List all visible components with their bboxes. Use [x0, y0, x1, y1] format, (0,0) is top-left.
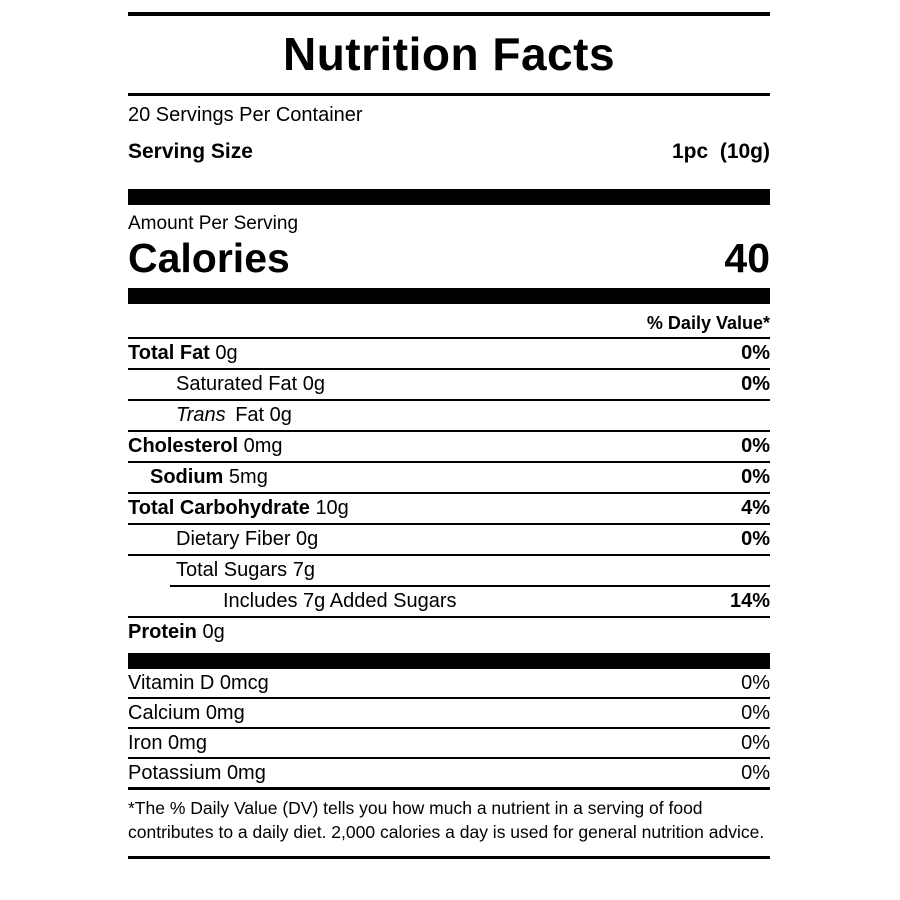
section-bar	[128, 189, 770, 205]
nutrient-amount: 0g	[215, 342, 238, 364]
nutrient-name: Iron	[128, 732, 163, 754]
divider	[128, 93, 770, 96]
nutrient-name-and-amount: Saturated Fat 0g	[128, 373, 325, 396]
nutrient-amount: 0g	[202, 621, 225, 643]
divider	[128, 461, 770, 463]
nutrient-row-added-sugars: Includes 7g Added Sugars 14%	[128, 587, 770, 616]
nutrient-name-and-amount: Sodium 5mg	[128, 466, 268, 489]
nutrient-name: Saturated Fat	[176, 373, 298, 395]
nutrient-name: Total Carbohydrate	[128, 497, 310, 519]
divider	[128, 787, 770, 790]
nutrient-amount: 5mg	[228, 466, 268, 488]
daily-value-footnote: *The % Daily Value (DV) tells you how mu…	[128, 798, 765, 842]
nutrient-name-and-amount: Dietary Fiber 0g	[128, 528, 318, 551]
nutrition-facts-label: Nutrition Facts 20 Servings Per Containe…	[128, 12, 770, 859]
nutrient-name-and-amount: Includes 7g Added Sugars	[128, 590, 457, 613]
nutrient-daily-value: 0%	[741, 342, 770, 364]
nutrient-daily-value: 0%	[741, 762, 770, 784]
nutrient-row-trans-fat: Trans Fat 0g	[128, 401, 770, 430]
nutrient-name-and-amount: Calcium 0mg	[128, 702, 245, 724]
nutrient-row-cholesterol: Cholesterol 0mg 0%	[128, 432, 770, 461]
nutrient-amount: 0mcg	[219, 672, 269, 694]
divider	[128, 727, 770, 729]
nutrient-amount: 0g	[296, 528, 319, 550]
nutrient-daily-value: 0%	[741, 466, 770, 488]
nutrient-name: Total Sugars	[176, 559, 288, 581]
nutrient-name-and-amount: Iron 0mg	[128, 732, 207, 754]
divider	[128, 399, 770, 401]
micronutrient-row-calcium: Calcium 0mg 0%	[128, 699, 770, 727]
nutrient-name-and-amount: Potassium 0mg	[128, 762, 266, 784]
calories-value: 40	[724, 235, 770, 281]
nutrient-name: Cholesterol	[128, 435, 239, 457]
nutrient-daily-value: 0%	[741, 672, 770, 694]
divider	[128, 523, 770, 525]
micronutrient-row-vitamin-d: Vitamin D 0mcg 0%	[128, 669, 770, 697]
nutrient-row-total-sugars: Total Sugars 7g	[128, 556, 770, 585]
daily-value-header: % Daily Value*	[646, 313, 770, 333]
nutrient-name-and-amount: Vitamin D 0mcg	[128, 672, 269, 694]
divider	[128, 554, 770, 556]
nutrient-daily-value: 0%	[741, 373, 770, 395]
nutrient-row-saturated-fat: Saturated Fat 0g 0%	[128, 370, 770, 399]
divider	[128, 368, 770, 370]
nutrient-daily-value: 0%	[741, 528, 770, 550]
nutrient-name: Dietary Fiber	[176, 528, 291, 550]
nutrient-amount: 10g	[315, 497, 349, 519]
nutrient-name: Total Fat	[128, 342, 210, 364]
servings-per-container: 20 Servings Per Container	[128, 104, 363, 126]
nutrient-amount: 0g	[302, 373, 325, 395]
nutrient-name: Sodium	[150, 466, 224, 488]
divider	[128, 492, 770, 494]
nutrient-name-and-amount: Total Carbohydrate 10g	[128, 497, 349, 520]
nutrient-row-dietary-fiber: Dietary Fiber 0g 0%	[128, 525, 770, 554]
nutrient-name: Fat	[235, 404, 265, 426]
divider	[128, 616, 770, 618]
nutrient-name: Vitamin D	[128, 672, 215, 694]
nutrient-daily-value: 0%	[741, 435, 770, 457]
divider	[170, 585, 770, 587]
nutrient-amount: 0mg	[226, 762, 266, 784]
nutrient-row-protein: Protein 0g	[128, 618, 770, 653]
nutrient-row-total-fat: Total Fat 0g 0%	[128, 339, 770, 368]
section-bar	[128, 288, 770, 304]
nutrient-daily-value: 4%	[741, 497, 770, 519]
nutrient-amount: 7g	[292, 559, 315, 581]
nutrient-daily-value: 0%	[741, 732, 770, 754]
bottom-rule	[128, 856, 770, 859]
calories-label: Calories	[128, 235, 290, 281]
serving-size-label: Serving Size	[128, 140, 253, 163]
nutrient-amount: 0mg	[168, 732, 207, 754]
divider	[128, 757, 770, 759]
divider	[128, 430, 770, 432]
nutrient-name-italic: Trans	[176, 404, 226, 426]
calories-row: Calories 40	[128, 235, 770, 288]
nutrient-name-and-amount: Total Sugars 7g	[128, 559, 315, 582]
micronutrient-row-iron: Iron 0mg 0%	[128, 729, 770, 757]
nutrient-daily-value: 0%	[741, 702, 770, 724]
serving-size-value: 1pc (10g)	[671, 140, 770, 163]
nutrient-amount: 0mg	[205, 702, 245, 724]
nutrient-name-and-amount: Cholesterol 0mg	[128, 435, 283, 458]
divider	[128, 697, 770, 699]
divider	[128, 337, 770, 339]
micronutrient-row-potassium: Potassium 0mg 0%	[128, 759, 770, 787]
nutrient-row-sodium: Sodium 5mg 0%	[128, 463, 770, 492]
nutrient-daily-value: 14%	[729, 590, 770, 612]
nutrient-name: Potassium	[128, 762, 222, 784]
amount-per-serving: Amount Per Serving	[128, 213, 299, 234]
nutrient-name: Includes 7g Added Sugars	[223, 590, 457, 612]
nutrient-name-and-amount: Total Fat 0g	[128, 342, 238, 365]
top-rule	[128, 12, 770, 16]
nutrient-name: Protein	[128, 621, 197, 643]
section-bar	[128, 653, 770, 669]
nutrient-amount: 0g	[269, 404, 292, 426]
label-title: Nutrition Facts	[282, 28, 616, 80]
nutrient-name: Calcium	[128, 702, 201, 724]
nutrient-name-and-amount: Trans Fat 0g	[128, 404, 292, 427]
nutrient-amount: 0mg	[243, 435, 283, 457]
nutrient-name-and-amount: Protein 0g	[128, 621, 225, 644]
serving-size-row: Serving Size 1pc (10g)	[128, 127, 770, 189]
nutrient-row-total-carbohydrate: Total Carbohydrate 10g 4%	[128, 494, 770, 523]
